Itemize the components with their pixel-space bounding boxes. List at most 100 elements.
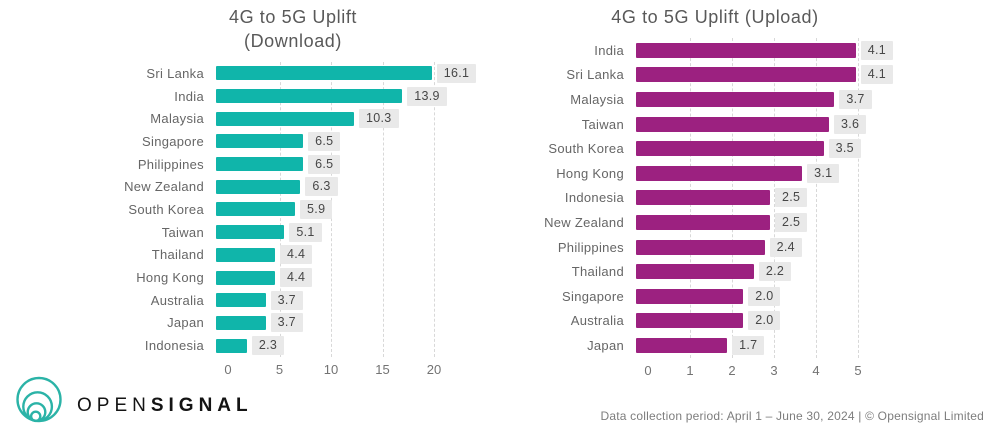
bar xyxy=(216,315,266,330)
bar-row: Singapore 2.0 xyxy=(540,284,904,309)
value-badge: 3.6 xyxy=(833,114,867,134)
chart-title-line: 4G to 5G Uplift (Upload) xyxy=(611,7,819,27)
bar-track: 6.3 xyxy=(216,175,484,198)
bar-row: Hong Kong 4.4 xyxy=(40,266,484,289)
value-badge: 2.0 xyxy=(748,286,781,306)
bar-track: 4.4 xyxy=(216,266,484,289)
bar-row: Japan 1.7 xyxy=(540,333,904,358)
bar xyxy=(216,338,247,353)
bar-row: Taiwan 3.6 xyxy=(540,112,904,137)
axis-tick-label: 0 xyxy=(224,361,232,377)
value-badge: 2.2 xyxy=(758,262,792,282)
bar-row: Philippines 6.5 xyxy=(40,153,484,176)
bar xyxy=(216,202,296,217)
value-badge: 3.1 xyxy=(807,163,840,183)
category-label: Indonesia xyxy=(144,338,204,354)
download-uplift-chart: 4G to 5G Uplift (Download) Sri Lanka 16.1 I… xyxy=(40,6,484,380)
bar-track: 5.1 xyxy=(216,221,484,244)
bar xyxy=(216,89,403,104)
value-badge: 3.7 xyxy=(270,313,303,333)
value-badge: 5.9 xyxy=(300,199,333,219)
bar-track: 2.0 xyxy=(636,284,904,309)
value-badge: 10.3 xyxy=(359,109,399,129)
bar xyxy=(636,239,765,255)
bar-track: 2.5 xyxy=(636,210,904,235)
category-label: Hong Kong xyxy=(136,270,204,286)
bar-track: 2.5 xyxy=(636,186,904,211)
value-badge: 13.9 xyxy=(407,86,447,106)
bar-row: Philippines 2.4 xyxy=(540,235,904,260)
category-label: India xyxy=(174,88,204,104)
bar-row: South Korea 5.9 xyxy=(40,198,484,221)
bar-track: 4.4 xyxy=(216,244,484,267)
bar xyxy=(216,247,275,262)
bar-row: Indonesia 2.5 xyxy=(540,186,904,211)
bar-row: South Korea 3.5 xyxy=(540,136,904,161)
bar-row: India 13.9 xyxy=(40,85,484,108)
bar-row: Japan 3.7 xyxy=(40,312,484,335)
plot-area: India 4.1 Sri Lanka 4.1 Malaysia 3.7 Taiwan 3.6… xyxy=(540,38,904,358)
category-label: Thailand xyxy=(571,264,624,280)
bar-track: 3.7 xyxy=(216,312,484,335)
bar xyxy=(636,116,829,132)
chart-title: 4G to 5G Uplift (Download) xyxy=(40,6,484,56)
value-badge: 2.3 xyxy=(251,336,285,356)
brand-signal: SIGNAL xyxy=(150,395,253,416)
footer-note: Data collection period: April 1 – June 3… xyxy=(600,409,984,423)
category-label: Sri Lanka xyxy=(566,67,624,83)
bar-rows: India 4.1 Sri Lanka 4.1 Malaysia 3.7 Taiwan 3.6… xyxy=(540,38,904,358)
category-label: India xyxy=(594,42,624,58)
bar xyxy=(216,270,275,285)
category-label: Thailand xyxy=(151,247,204,263)
value-badge: 2.5 xyxy=(775,188,808,208)
chart-title-line: 4G to 5G Uplift xyxy=(228,7,358,27)
upload-uplift-chart: 4G to 5G Uplift (Upload) India 4.1 Sri Lan… xyxy=(540,6,904,381)
category-label: Malaysia xyxy=(570,91,624,107)
bar xyxy=(216,293,266,308)
category-label: Philippines xyxy=(557,239,624,255)
bar-row: Sri Lanka 4.1 xyxy=(540,63,904,88)
axis-tick-label: 1 xyxy=(686,362,694,378)
value-badge: 3.7 xyxy=(839,89,872,109)
bar-track: 3.1 xyxy=(636,161,904,186)
axis-tick-label: 0 xyxy=(644,362,652,378)
value-badge: 6.5 xyxy=(308,131,341,151)
category-label: Sri Lanka xyxy=(146,65,204,81)
axis-tick-label: 2 xyxy=(728,362,736,378)
axis-tick-label: 5 xyxy=(275,361,284,377)
opensignal-logo: OPENSIGNAL xyxy=(13,374,253,430)
bar-row: Indonesia 2.3 xyxy=(40,334,484,357)
bar-track: 4.1 xyxy=(636,38,904,63)
bar-track: 10.3 xyxy=(216,107,484,130)
bar-track: 6.5 xyxy=(216,130,484,153)
bar-track: 3.6 xyxy=(636,112,904,137)
value-badge: 6.5 xyxy=(308,154,341,174)
bar-track: 1.7 xyxy=(636,333,904,358)
bar-row: Hong Kong 3.1 xyxy=(540,161,904,186)
bar-track: 2.0 xyxy=(636,309,904,334)
category-label: Taiwan xyxy=(161,224,204,240)
category-label: Singapore xyxy=(562,288,624,304)
plot-area: Sri Lanka 16.1 India 13.9 Malaysia 10.3 Singap… xyxy=(40,62,484,357)
bar-row: Malaysia 3.7 xyxy=(540,87,904,112)
x-axis: 0 1 2 3 4 5 xyxy=(644,361,861,381)
bar-row: Malaysia 10.3 xyxy=(40,107,484,130)
gridline xyxy=(858,38,859,358)
value-badge: 5.1 xyxy=(289,222,322,242)
bar-track: 4.1 xyxy=(636,63,904,88)
bar-row: Taiwan 5.1 xyxy=(40,221,484,244)
value-badge: 16.1 xyxy=(436,63,477,83)
axis-tick-label: 15 xyxy=(375,361,390,377)
value-badge: 4.4 xyxy=(279,245,313,265)
value-badge: 2.4 xyxy=(769,237,802,257)
bar xyxy=(216,111,355,126)
value-badge: 4.4 xyxy=(279,268,313,288)
bar-track: 6.5 xyxy=(216,153,484,176)
bar xyxy=(216,157,304,172)
bar xyxy=(636,264,754,280)
bar xyxy=(636,214,770,230)
bar-row: Thailand 4.4 xyxy=(40,244,484,267)
value-badge: 3.7 xyxy=(270,290,303,310)
bar xyxy=(636,337,728,353)
